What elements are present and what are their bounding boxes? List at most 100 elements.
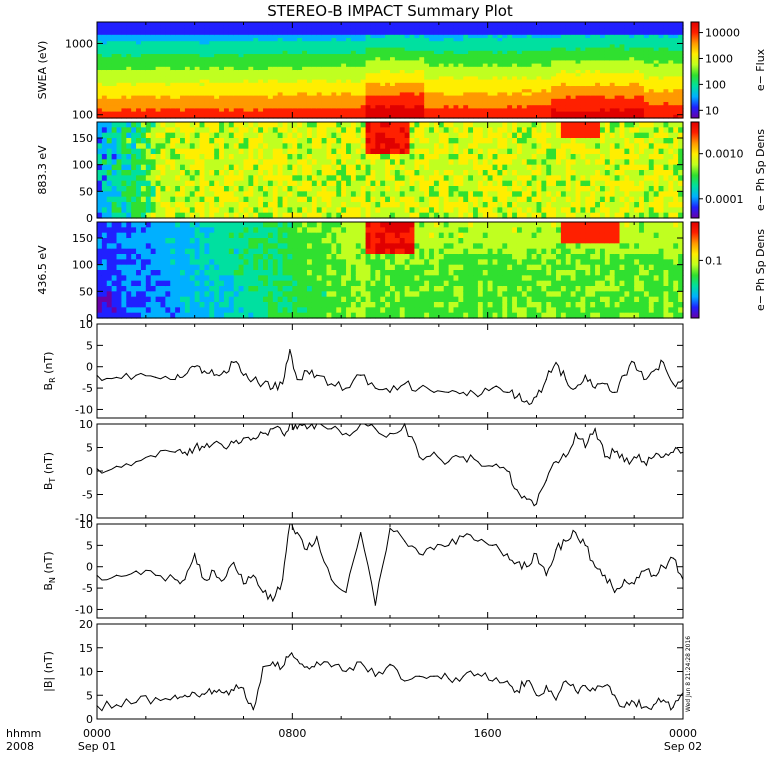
line-panel-3-data-point [296,531,298,534]
line-panel-4-data-point [662,699,665,701]
line-panel-3-data-point [526,566,528,568]
spectrogram-pad883-ytick-label: 0 [86,212,93,225]
line-panel-1-data-point [316,374,318,376]
spectrogram-pad436-ytick-label: 50 [79,285,93,298]
line-panel-3-data-point [262,591,264,593]
line-panel-4-data-point [316,661,318,663]
line-panel-2-data-point [526,498,528,500]
line-panel-4-data-point [223,692,225,694]
line-panel-4-data-point [389,663,391,665]
line-panel-1-ytick-label: 10 [79,318,93,331]
colorbar-swea-tick-label: 100 [705,78,726,91]
line-panel-1-data-point [491,387,494,389]
line-panel-3-data-point [506,553,508,555]
line-panel-2-data-point [135,461,137,463]
line-panel-1-ytick-label: 0 [86,361,93,374]
line-panel-1-data-point [213,374,215,376]
line-panel-1-data-point [584,374,586,376]
line-panel-4-data-point [174,694,176,696]
line-panel-3-data-point [477,540,479,542]
line-panel-3-data-point [135,570,137,572]
line-panel-2-data-point [360,423,362,425]
line-panel-4-data-point [516,689,518,692]
line-panel-3-data-point [633,583,635,585]
line-panel-4-data-point [289,654,291,656]
line-panel-4-data-point [306,666,308,668]
line-panel-2-data-point [223,446,225,449]
line-panel-4-data-point [203,693,206,695]
line-panel-3-ylabel: BN (nT) [42,551,57,590]
colorbar-swea-tick-label: 10 [705,104,719,117]
line-panel-1-data-point [155,376,157,379]
line-panel-2-data-point [155,456,157,458]
line-panel-3-data-point [535,553,538,555]
line-panel-1-data-point [296,378,298,381]
spectrogram-swea-ytick-label: 100 [72,109,93,122]
line-panel-2-data-point [262,432,264,434]
line-panel-4-data-point [194,692,196,694]
line-panel-3-ytick-label: 5 [86,539,93,552]
line-panel-1-data-point [262,383,264,385]
line-panel-1-data-point [526,400,528,402]
spectrogram-pad436-ylabel: 436.5 eV [36,245,49,295]
line-panel-1-data-point [433,391,435,393]
line-panel-2-data-point [115,465,118,467]
line-panel-4-data-point [614,694,616,696]
line-panel-2-data-point [96,468,98,470]
line-panel-4-data-point [296,659,298,661]
line-panel-2-data-point [306,428,308,430]
line-panel-1-data-point [633,361,635,364]
line-panel-4-data-point [491,680,494,682]
line-panel-2-ylabel: BT (nT) [42,452,57,490]
line-panel-3-data-point [545,574,547,576]
line-panel-4-data-point [330,666,332,668]
line-panel-4-data-point [462,675,464,677]
line-panel-4-data-point [653,704,655,706]
line-panel-4-data-point [404,680,406,682]
line-panel-4-data-point [262,666,264,668]
line-panel-2-data-point [614,451,616,453]
time-tick-sublabel: Sep 02 [664,740,702,753]
line-panel-2-data-point [174,451,176,453]
line-panel-2-data-point [604,456,606,458]
line-panel-1-series-line [96,349,684,406]
line-panel-1-ytick-label: -5 [82,382,93,395]
line-panel-2-data-point [296,428,298,430]
line-panel-4-data-point [184,694,186,696]
line-panel-4-data-point [345,670,347,673]
line-panel-3-data-point [448,544,450,546]
line-panel-3-data-point [389,527,391,529]
line-panel-4-ytick-label: 5 [86,689,93,702]
line-panel-1-data-point [374,387,376,389]
line-panel-4-frame [96,623,684,720]
line-panel-2-data-point [281,432,284,434]
line-panel-3-data-point [623,578,626,581]
line-panel-4-data-point [545,685,547,687]
line-panel-4-ytick-label: 10 [79,666,93,679]
line-panel-2-ytick-label: 5 [86,442,93,455]
line-panel-4-data-point [682,692,684,694]
line-panel-1-data-point [623,374,626,376]
line-panel-4-data-point [281,666,284,668]
line-panel-4-data-point [135,701,137,703]
line-panel-2-data-point [213,442,215,444]
line-panel-3-data-point [594,566,596,568]
line-panel-4-data-point [633,701,635,703]
line-panel-1-data-point [555,361,557,364]
line-panel-1-ytick-label: 5 [86,339,93,352]
line-panel-1-data-point [330,383,332,385]
line-panel-3-data-point [653,574,655,576]
line-panel-3-data-point [604,574,606,576]
line-panel-4-series-line [96,651,684,712]
line-panel-2-data-point [418,456,420,458]
line-panel-3-data-point [174,578,176,581]
line-panel-2-ytick-label: -5 [82,489,93,502]
time-stamp: Wed Jun 8 21:24:28 2016 [685,636,692,712]
line-panel-1-data-point [404,383,406,385]
spectrogram-pad883-ytick-label: 150 [72,132,93,145]
line-panel-1-data-point [281,383,284,385]
line-panel-1-data-point [360,374,362,376]
line-panel-1-data-point [194,366,196,368]
line-panel-2-data-point [643,461,645,463]
line-panel-4-ytick-label: 20 [79,618,93,631]
